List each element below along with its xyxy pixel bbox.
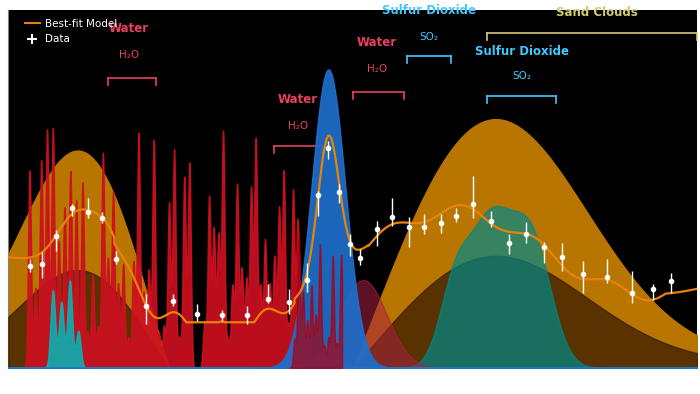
Text: SO₂: SO₂ <box>419 32 438 42</box>
Text: Sand Clouds: Sand Clouds <box>556 6 638 19</box>
Text: H₂O: H₂O <box>367 64 387 74</box>
Text: Sulfur Dioxide: Sulfur Dioxide <box>382 4 475 17</box>
Text: Sulfur Dioxide: Sulfur Dioxide <box>475 45 568 58</box>
Legend: Best-fit Model, Data: Best-fit Model, Data <box>20 15 122 48</box>
Text: Water: Water <box>278 93 318 106</box>
Text: Water: Water <box>108 22 149 35</box>
Text: SO₂: SO₂ <box>512 71 531 81</box>
Text: Water: Water <box>357 36 397 49</box>
Text: H₂O: H₂O <box>119 50 139 60</box>
Text: H₂O: H₂O <box>288 121 308 132</box>
